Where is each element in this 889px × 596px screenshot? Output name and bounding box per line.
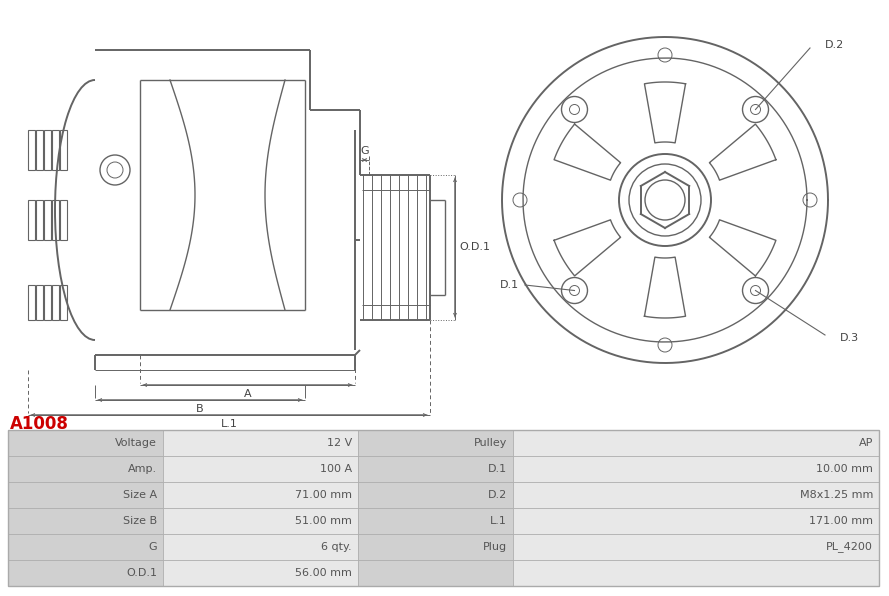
Bar — [44, 200, 51, 240]
Bar — [28, 285, 35, 320]
Bar — [8, 508, 163, 534]
Bar — [60, 285, 67, 320]
Text: Plug: Plug — [483, 542, 507, 552]
Bar — [8, 430, 163, 456]
Text: 171.00 mm: 171.00 mm — [809, 516, 873, 526]
Text: G: G — [360, 146, 369, 156]
Text: M8x1.25 mm: M8x1.25 mm — [799, 490, 873, 500]
Text: O.D.1: O.D.1 — [126, 568, 157, 578]
Text: D.1: D.1 — [488, 464, 507, 474]
Text: Voltage: Voltage — [115, 438, 157, 448]
Bar — [52, 200, 59, 240]
Text: L.1: L.1 — [220, 419, 237, 429]
Bar — [8, 456, 163, 482]
Text: 51.00 mm: 51.00 mm — [295, 516, 352, 526]
Bar — [8, 534, 163, 560]
Bar — [358, 560, 513, 586]
Bar — [52, 285, 59, 320]
Bar — [163, 430, 358, 456]
Text: O.D.1: O.D.1 — [459, 243, 490, 253]
Text: A1008: A1008 — [10, 415, 68, 433]
Bar — [358, 482, 513, 508]
Bar — [513, 508, 879, 534]
Bar — [513, 456, 879, 482]
Bar — [36, 285, 43, 320]
Text: Size B: Size B — [123, 516, 157, 526]
Bar — [513, 560, 879, 586]
Bar — [36, 130, 43, 170]
Bar — [358, 456, 513, 482]
Bar — [60, 130, 67, 170]
Bar — [36, 200, 43, 240]
Bar — [60, 200, 67, 240]
Bar — [513, 430, 879, 456]
Bar — [163, 482, 358, 508]
Text: Pulley: Pulley — [474, 438, 507, 448]
Text: A: A — [244, 389, 252, 399]
Bar — [358, 430, 513, 456]
Text: Amp.: Amp. — [128, 464, 157, 474]
Bar — [513, 482, 879, 508]
Text: G: G — [148, 542, 157, 552]
Text: D.2: D.2 — [488, 490, 507, 500]
Text: L.1: L.1 — [490, 516, 507, 526]
Text: D.2: D.2 — [825, 40, 845, 50]
Bar — [358, 508, 513, 534]
Bar — [8, 482, 163, 508]
Bar — [8, 430, 879, 586]
Bar — [163, 456, 358, 482]
Text: D.3: D.3 — [840, 333, 859, 343]
Text: PL_4200: PL_4200 — [826, 542, 873, 552]
Text: 100 A: 100 A — [320, 464, 352, 474]
Bar — [163, 508, 358, 534]
Bar — [28, 200, 35, 240]
Text: 10.00 mm: 10.00 mm — [816, 464, 873, 474]
Text: D.1: D.1 — [500, 280, 519, 290]
Text: 6 qty.: 6 qty. — [322, 542, 352, 552]
Text: AP: AP — [859, 438, 873, 448]
Text: Size A: Size A — [123, 490, 157, 500]
Bar — [163, 534, 358, 560]
Bar — [8, 560, 163, 586]
Bar — [513, 534, 879, 560]
Bar — [52, 130, 59, 170]
Text: 56.00 mm: 56.00 mm — [295, 568, 352, 578]
Bar — [163, 560, 358, 586]
Bar — [358, 534, 513, 560]
Bar — [28, 130, 35, 170]
Bar — [44, 285, 51, 320]
Text: 71.00 mm: 71.00 mm — [295, 490, 352, 500]
Text: B: B — [196, 404, 204, 414]
Text: 12 V: 12 V — [327, 438, 352, 448]
Bar — [44, 130, 51, 170]
